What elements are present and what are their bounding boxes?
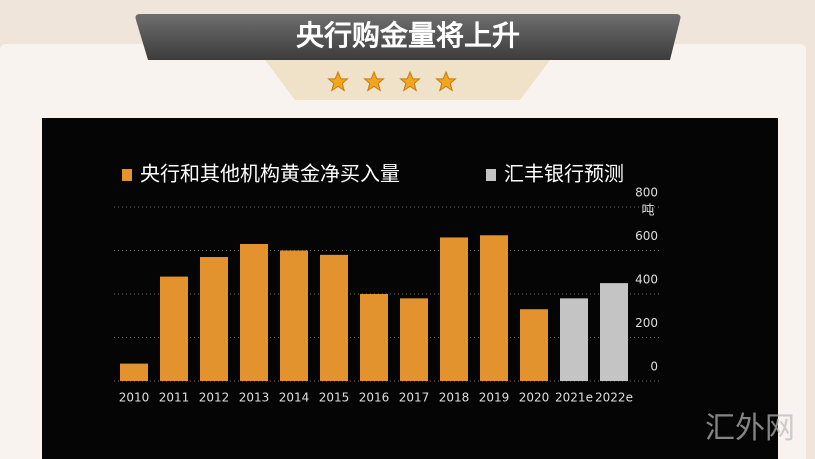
- legend-label: 央行和其他机构黄金净买入量: [140, 162, 400, 186]
- bar: [160, 276, 188, 381]
- bar: [480, 235, 508, 381]
- x-tick-label: 2014: [279, 391, 310, 405]
- title: 央行购金量将上升: [296, 19, 520, 52]
- x-tick-label: 2010: [119, 391, 150, 405]
- x-tick-label: 2020: [519, 391, 550, 405]
- legend-label: 汇丰银行预测: [504, 162, 624, 186]
- legend-swatch: [486, 169, 496, 181]
- x-tick-label: 2021e: [555, 391, 593, 405]
- x-tick-label: 2016: [359, 391, 390, 405]
- x-tick-label: 2018: [439, 391, 470, 405]
- y-tick-label: 200: [635, 316, 658, 330]
- x-tick-label: 2017: [399, 391, 430, 405]
- x-tick-label: 2019: [479, 391, 510, 405]
- bar: [520, 309, 548, 381]
- bar: [320, 254, 348, 381]
- x-tick-label: 2012: [199, 391, 230, 405]
- x-tick-label: 2015: [319, 391, 350, 405]
- x-tick-label: 2013: [239, 391, 270, 405]
- legend-swatch: [122, 169, 132, 181]
- bar: [400, 298, 428, 381]
- y-tick-label: 400: [635, 273, 658, 287]
- bar: [560, 298, 588, 381]
- x-tick-label: 2011: [159, 391, 190, 405]
- y-tick-label: 600: [635, 229, 658, 243]
- bar: [360, 294, 388, 381]
- y-tick-label: 0: [650, 360, 658, 374]
- bar: [440, 237, 468, 381]
- y-axis-unit: 吨: [641, 204, 654, 219]
- title-banner: [135, 14, 681, 60]
- chart: 0 200 400 600 800 吨 央行和其他机构黄金净买入量 汇丰银行预测 2010 201…: [114, 162, 660, 405]
- bar: [280, 250, 308, 381]
- watermark: 汇外网: [705, 411, 795, 446]
- bar: [120, 363, 148, 381]
- bar: [200, 257, 228, 381]
- bar: [600, 283, 628, 381]
- bar: [240, 243, 268, 381]
- x-tick-label: 2022e: [595, 391, 633, 405]
- y-tick-label: 800: [635, 186, 658, 200]
